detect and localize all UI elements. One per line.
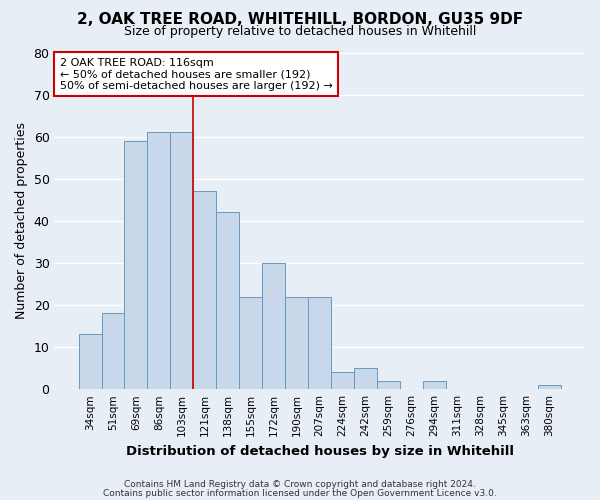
Text: 2, OAK TREE ROAD, WHITEHILL, BORDON, GU35 9DF: 2, OAK TREE ROAD, WHITEHILL, BORDON, GU3…	[77, 12, 523, 28]
Bar	[124, 141, 148, 389]
Bar	[308, 296, 331, 389]
Bar	[148, 132, 170, 389]
Bar	[285, 296, 308, 389]
Bar	[331, 372, 354, 389]
Bar	[262, 263, 285, 389]
Bar	[377, 381, 400, 389]
Bar	[170, 132, 193, 389]
Bar	[101, 314, 124, 389]
Y-axis label: Number of detached properties: Number of detached properties	[15, 122, 28, 320]
Text: Contains public sector information licensed under the Open Government Licence v3: Contains public sector information licen…	[103, 488, 497, 498]
Bar	[423, 381, 446, 389]
Bar	[354, 368, 377, 389]
Bar	[538, 385, 561, 389]
Bar	[239, 296, 262, 389]
Text: 2 OAK TREE ROAD: 116sqm
← 50% of detached houses are smaller (192)
50% of semi-d: 2 OAK TREE ROAD: 116sqm ← 50% of detache…	[60, 58, 332, 91]
Text: Size of property relative to detached houses in Whitehill: Size of property relative to detached ho…	[124, 25, 476, 38]
Bar	[79, 334, 101, 389]
Bar	[217, 212, 239, 389]
X-axis label: Distribution of detached houses by size in Whitehill: Distribution of detached houses by size …	[126, 444, 514, 458]
Text: Contains HM Land Registry data © Crown copyright and database right 2024.: Contains HM Land Registry data © Crown c…	[124, 480, 476, 489]
Bar	[193, 192, 217, 389]
